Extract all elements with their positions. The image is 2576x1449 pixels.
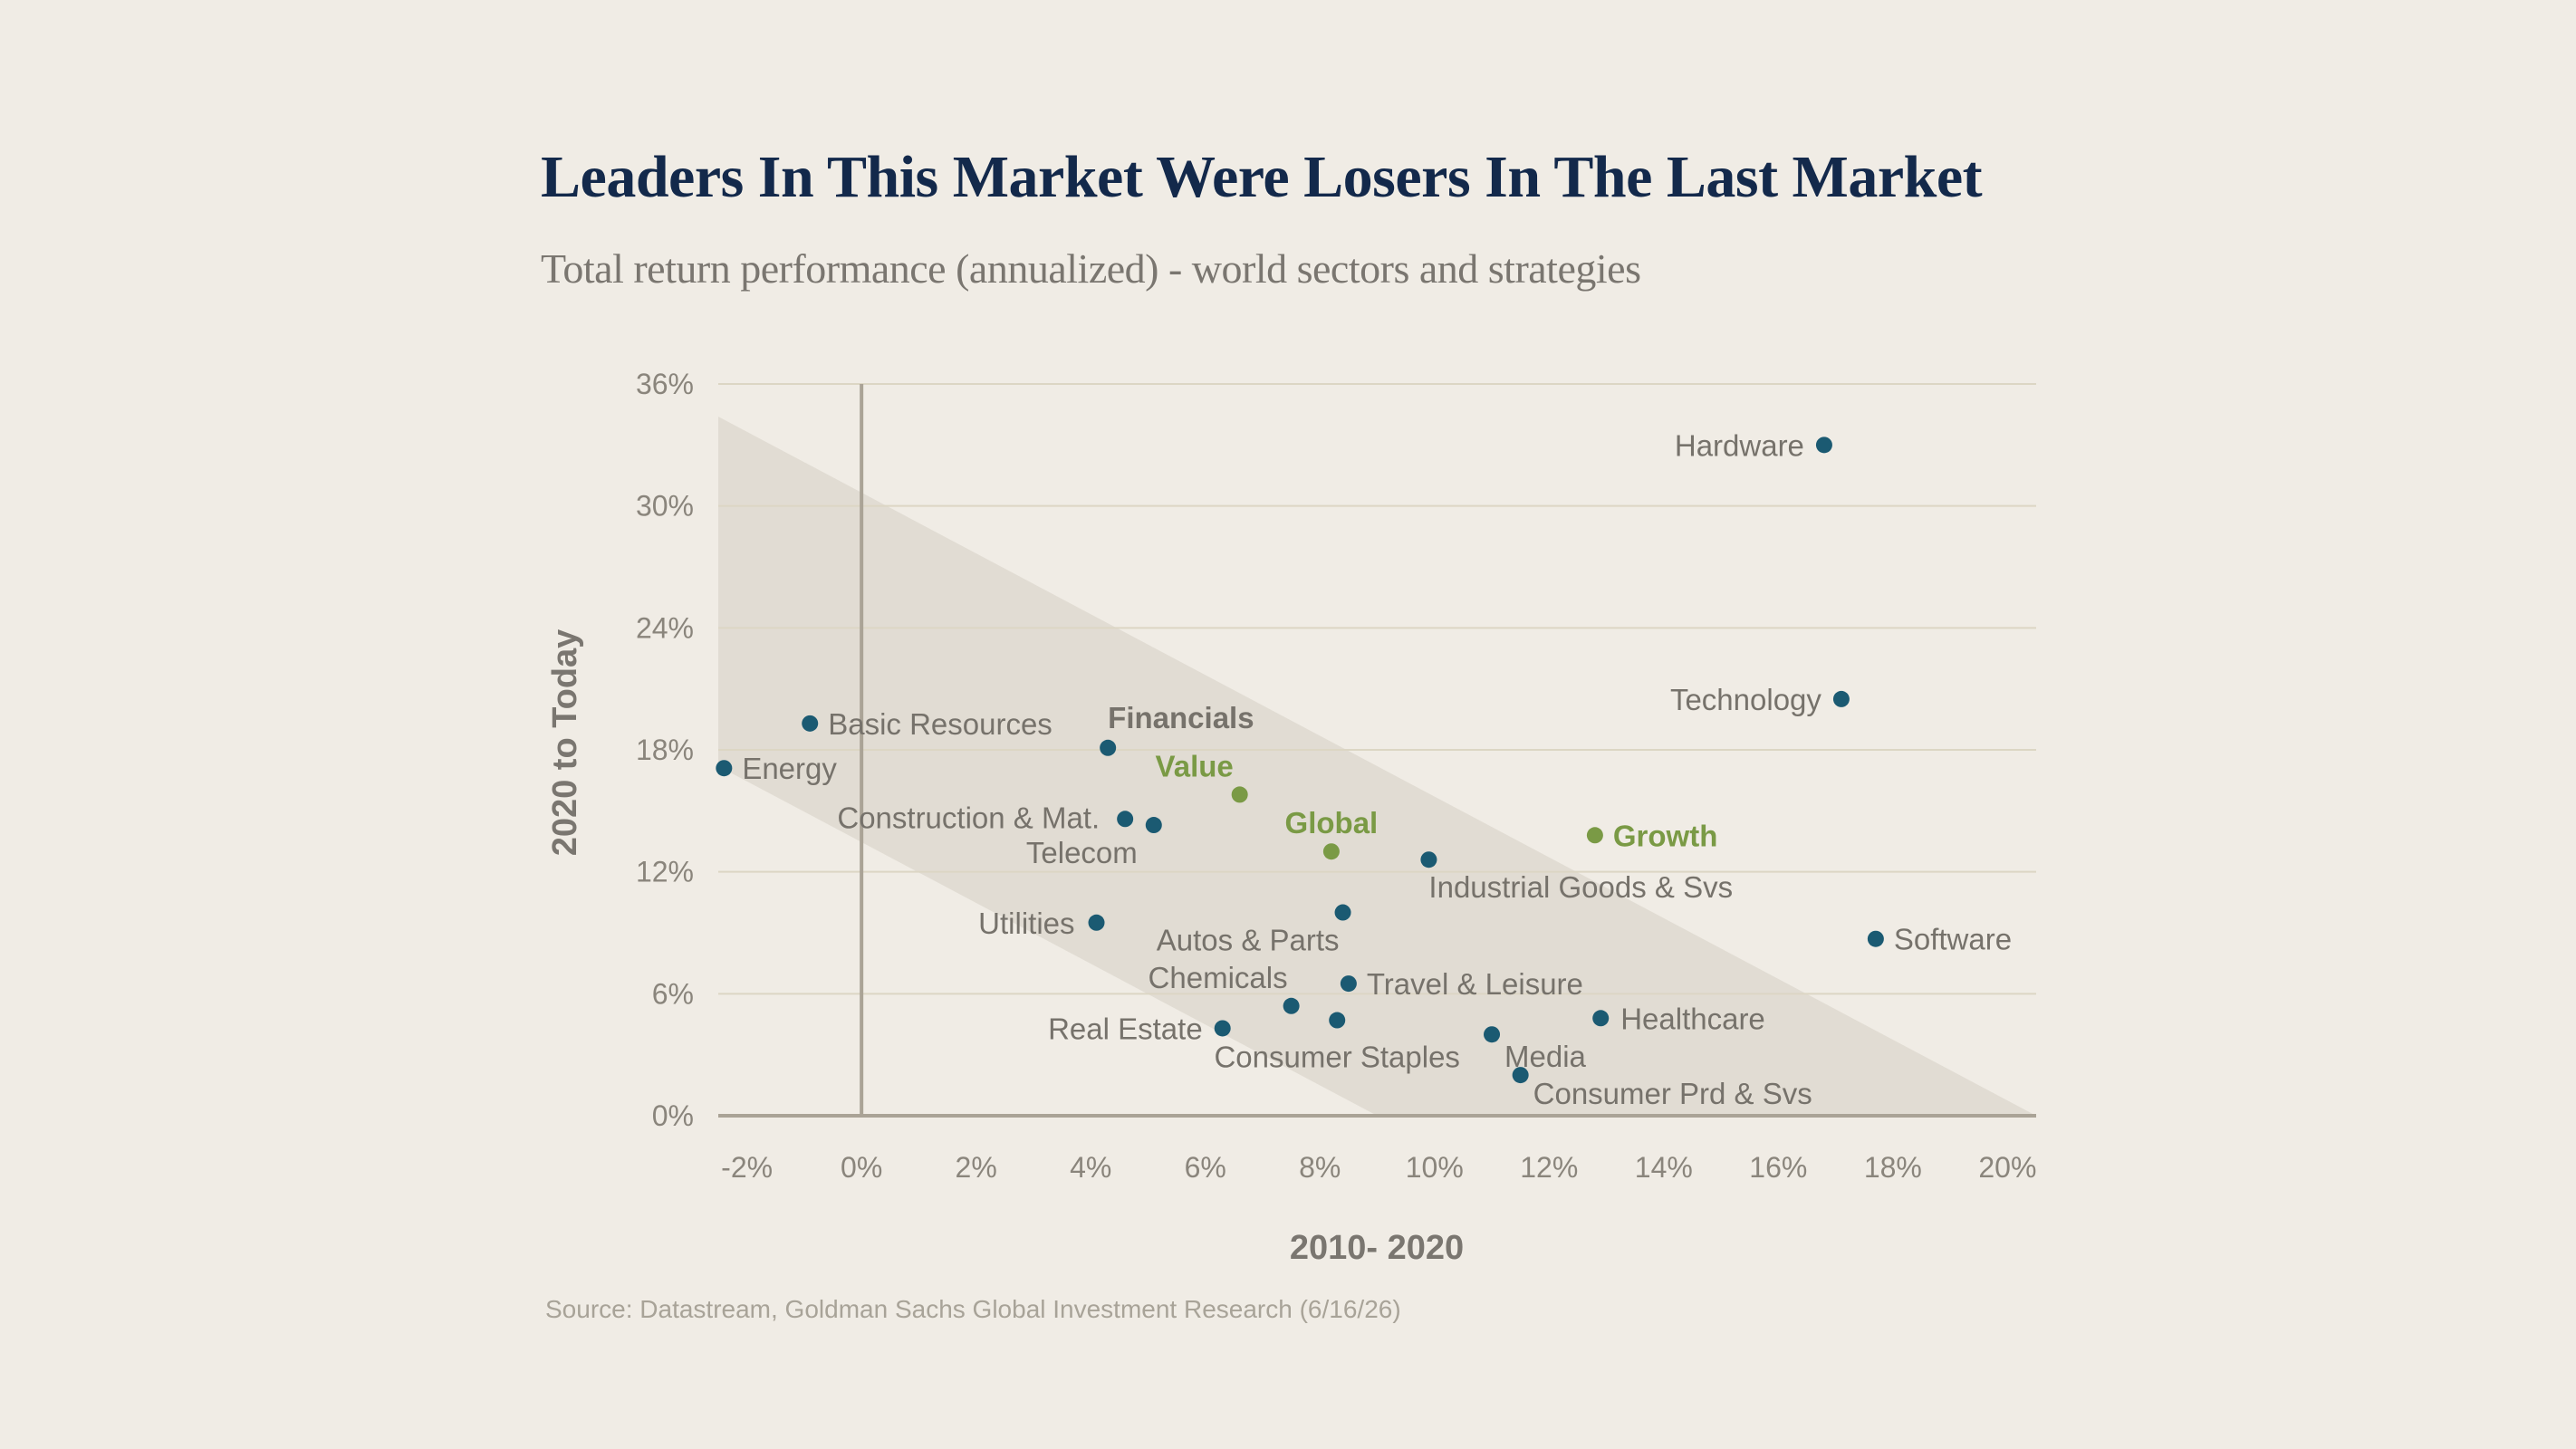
x-tick-label: 20% bbox=[1978, 1151, 2036, 1184]
point-utilities bbox=[1088, 914, 1105, 931]
x-tick-label: -2% bbox=[721, 1151, 773, 1184]
point-label-industrial-goods-svs: Industrial Goods & Svs bbox=[1428, 870, 1733, 904]
gridlines-layer bbox=[718, 383, 2036, 995]
point-consumer-staples bbox=[1329, 1012, 1346, 1029]
point-label-consumer-prd-svs: Consumer Prd & Svs bbox=[1533, 1077, 1812, 1110]
y-tick-label: 30% bbox=[636, 490, 694, 523]
point-real-estate bbox=[1214, 1020, 1231, 1037]
diagonal-band bbox=[718, 417, 2036, 1116]
point-value bbox=[1231, 786, 1248, 803]
point-label-software: Software bbox=[1894, 923, 2012, 956]
y-axis-title: 2020 to Today bbox=[546, 629, 584, 857]
point-label-travel-leisure: Travel & Leisure bbox=[1367, 967, 1583, 1001]
x-tick-label: 14% bbox=[1635, 1151, 1693, 1184]
x-tick-label: 6% bbox=[1185, 1151, 1226, 1184]
y-tick-label: 18% bbox=[636, 734, 694, 766]
point-industrial-goods-svs bbox=[1420, 851, 1437, 868]
tick-labels-layer: 0% 6% 12% 18% 24% 30% 36% -2% 0% 2% 4% 6% 8% 10% 12% 14… bbox=[636, 368, 2036, 1184]
y-tick-label: 6% bbox=[652, 977, 694, 1010]
x-tick-label: 10% bbox=[1406, 1151, 1464, 1184]
point-label-telecom: Telecom bbox=[1026, 836, 1138, 869]
point-travel-leisure bbox=[1340, 975, 1357, 993]
x-tick-label: 4% bbox=[1070, 1151, 1111, 1184]
point-technology bbox=[1832, 690, 1850, 707]
point-healthcare bbox=[1592, 1010, 1610, 1027]
point-hardware bbox=[1815, 437, 1832, 454]
point-media bbox=[1484, 1026, 1501, 1043]
point-growth bbox=[1586, 827, 1603, 844]
y-tick-label: 12% bbox=[636, 856, 694, 888]
point-label-healthcare: Healthcare bbox=[1620, 1002, 1765, 1035]
x-axis-title: 2010- 2020 bbox=[1290, 1229, 1464, 1267]
point-label-technology: Technology bbox=[1670, 683, 1821, 716]
shaded-band-layer bbox=[718, 417, 2036, 1116]
point-label-utilities: Utilities bbox=[978, 907, 1074, 940]
y-tick-label: 24% bbox=[636, 611, 694, 644]
x-tick-label: 8% bbox=[1299, 1151, 1341, 1184]
point-label-value: Value bbox=[1156, 749, 1234, 782]
point-consumer-prd-svs bbox=[1512, 1067, 1529, 1084]
source-note: Source: Datastream, Goldman Sachs Global… bbox=[545, 1295, 1401, 1323]
points-layer bbox=[716, 437, 1884, 1084]
x-tick-label: 18% bbox=[1864, 1151, 1922, 1184]
y-tick-label: 0% bbox=[652, 1099, 694, 1132]
point-autos-parts bbox=[1334, 904, 1351, 921]
point-label-financials: Financials bbox=[1108, 701, 1254, 734]
point-label-chemicals: Chemicals bbox=[1149, 961, 1288, 994]
point-labels-layer: Hardware Technology Basic Resources Energy F… bbox=[742, 428, 2012, 1110]
point-label-energy: Energy bbox=[742, 752, 837, 785]
chart-title: Leaders In This Market Were Losers In Th… bbox=[541, 144, 1983, 210]
point-financials bbox=[1100, 739, 1117, 756]
point-label-growth: Growth bbox=[1613, 819, 1717, 852]
point-label-global: Global bbox=[1285, 806, 1379, 840]
x-tick-label: 16% bbox=[1749, 1151, 1807, 1184]
axes-layer bbox=[718, 384, 2036, 1118]
x-tick-label: 0% bbox=[841, 1151, 882, 1184]
point-energy bbox=[716, 760, 733, 777]
point-label-consumer-staples: Consumer Staples bbox=[1214, 1041, 1459, 1074]
chart-subtitle: Total return performance (annualized) - … bbox=[541, 245, 1641, 292]
point-construction-mat bbox=[1117, 811, 1134, 828]
point-label-construction-mat: Construction & Mat. bbox=[837, 801, 1100, 834]
point-label-basic-resources: Basic Resources bbox=[828, 707, 1053, 741]
point-chemicals bbox=[1283, 997, 1300, 1014]
point-label-media: Media bbox=[1504, 1040, 1587, 1073]
x-tick-label: 12% bbox=[1520, 1151, 1578, 1184]
point-label-real-estate: Real Estate bbox=[1048, 1012, 1203, 1045]
point-basic-resources bbox=[802, 715, 819, 732]
x-tick-label: 2% bbox=[956, 1151, 997, 1184]
y-tick-label: 36% bbox=[636, 368, 694, 400]
point-software bbox=[1867, 930, 1884, 947]
point-label-hardware: Hardware bbox=[1675, 428, 1804, 462]
point-telecom bbox=[1145, 817, 1162, 834]
point-label-autos-parts: Autos & Parts bbox=[1157, 924, 1340, 957]
point-global bbox=[1322, 843, 1340, 860]
